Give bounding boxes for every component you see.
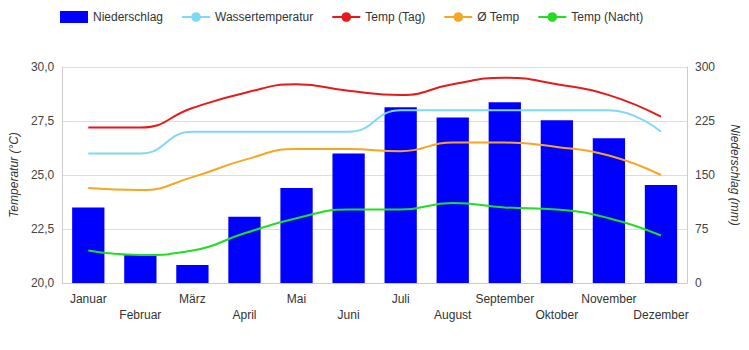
svg-text:225: 225: [695, 114, 715, 128]
svg-text:300: 300: [695, 60, 715, 74]
svg-text:75: 75: [695, 222, 709, 236]
svg-text:Oktober: Oktober: [536, 308, 579, 322]
svg-text:Niederschlag: Niederschlag: [93, 10, 163, 24]
svg-text:Niederschlag (mm): Niederschlag (mm): [728, 124, 742, 225]
svg-text:September: September: [475, 292, 534, 306]
svg-text:22,5: 22,5: [31, 222, 55, 236]
svg-text:Temp (Nacht): Temp (Nacht): [571, 10, 643, 24]
svg-text:Temperatur (°C): Temperatur (°C): [7, 132, 21, 218]
svg-text:Wassertemperatur: Wassertemperatur: [215, 10, 313, 24]
svg-text:Juni: Juni: [338, 308, 360, 322]
svg-text:150: 150: [695, 168, 715, 182]
svg-text:April: April: [232, 308, 256, 322]
svg-text:0: 0: [695, 276, 702, 290]
svg-text:August: August: [434, 308, 472, 322]
svg-text:Temp (Tag): Temp (Tag): [365, 10, 425, 24]
svg-text:Juli: Juli: [392, 292, 410, 306]
svg-text:25,0: 25,0: [31, 168, 55, 182]
svg-text:November: November: [581, 292, 636, 306]
svg-text:Mai: Mai: [287, 292, 306, 306]
svg-text:30,0: 30,0: [31, 60, 55, 74]
svg-text:März: März: [179, 292, 206, 306]
svg-text:20,0: 20,0: [31, 276, 55, 290]
svg-text:Ø Temp: Ø Temp: [477, 10, 519, 24]
svg-text:Januar: Januar: [70, 292, 107, 306]
svg-text:Februar: Februar: [119, 308, 161, 322]
svg-text:27,5: 27,5: [31, 114, 55, 128]
svg-text:Dezember: Dezember: [633, 308, 688, 322]
